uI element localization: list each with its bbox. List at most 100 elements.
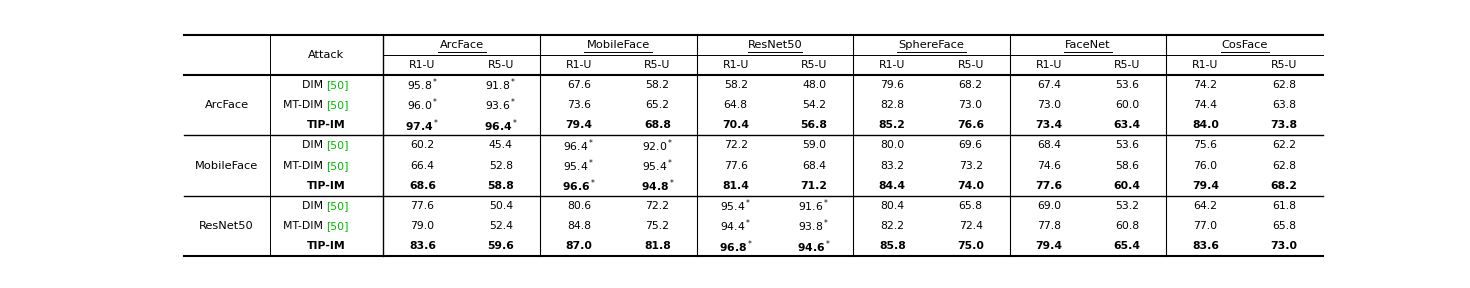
Text: 95.4$^*$: 95.4$^*$ — [642, 157, 673, 174]
Text: ResNet50: ResNet50 — [200, 221, 254, 231]
Text: 62.8: 62.8 — [1272, 80, 1297, 90]
Text: 45.4: 45.4 — [488, 141, 513, 150]
Text: 50.4: 50.4 — [488, 201, 513, 211]
Text: 60.8: 60.8 — [1116, 221, 1139, 231]
Text: R1-U: R1-U — [879, 60, 906, 70]
Text: 77.6: 77.6 — [1035, 181, 1063, 191]
Text: Attack: Attack — [309, 50, 344, 60]
Text: ArcFace: ArcFace — [440, 40, 484, 50]
Text: 93.6$^*$: 93.6$^*$ — [485, 97, 516, 113]
Text: 61.8: 61.8 — [1272, 201, 1297, 211]
Text: MT-DIM: MT-DIM — [282, 100, 326, 110]
Text: 65.2: 65.2 — [645, 100, 669, 110]
Text: 77.6: 77.6 — [723, 161, 748, 170]
Text: 94.6$^*$: 94.6$^*$ — [797, 238, 831, 255]
Text: R1-U: R1-U — [409, 60, 435, 70]
Text: 96.4$^*$: 96.4$^*$ — [484, 117, 517, 134]
Text: 58.2: 58.2 — [645, 80, 669, 90]
Text: MT-DIM: MT-DIM — [282, 161, 326, 170]
Text: R1-U: R1-U — [1192, 60, 1219, 70]
Text: 68.4: 68.4 — [803, 161, 826, 170]
Text: 77.0: 77.0 — [1194, 221, 1217, 231]
Text: 96.0$^*$: 96.0$^*$ — [407, 97, 438, 113]
Text: MobileFace: MobileFace — [587, 40, 650, 50]
Text: 52.4: 52.4 — [488, 221, 513, 231]
Text: 65.8: 65.8 — [1272, 221, 1297, 231]
Text: 69.0: 69.0 — [1036, 201, 1061, 211]
Text: 95.8$^*$: 95.8$^*$ — [407, 77, 438, 93]
Text: 74.2: 74.2 — [1194, 80, 1217, 90]
Text: [50]: [50] — [326, 161, 348, 170]
Text: 74.6: 74.6 — [1036, 161, 1061, 170]
Text: 72.2: 72.2 — [645, 201, 669, 211]
Text: 66.4: 66.4 — [410, 161, 435, 170]
Text: 73.0: 73.0 — [1270, 241, 1298, 251]
Text: 64.8: 64.8 — [723, 100, 748, 110]
Text: ResNet50: ResNet50 — [747, 40, 803, 50]
Text: 59.0: 59.0 — [803, 141, 826, 150]
Text: 74.4: 74.4 — [1194, 100, 1217, 110]
Text: DIM: DIM — [301, 141, 326, 150]
Text: 79.0: 79.0 — [410, 221, 435, 231]
Text: 96.4$^*$: 96.4$^*$ — [563, 137, 595, 154]
Text: CosFace: CosFace — [1222, 40, 1269, 50]
Text: SphereFace: SphereFace — [898, 40, 964, 50]
Text: 56.8: 56.8 — [801, 120, 828, 130]
Text: R5-U: R5-U — [1270, 60, 1297, 70]
Text: 84.0: 84.0 — [1192, 120, 1219, 130]
Text: 83.6: 83.6 — [409, 241, 437, 251]
Text: TIP-IM: TIP-IM — [307, 120, 345, 130]
Text: [50]: [50] — [326, 201, 348, 211]
Text: R1-U: R1-U — [1036, 60, 1063, 70]
Text: 69.6: 69.6 — [958, 141, 982, 150]
Text: 58.2: 58.2 — [723, 80, 748, 90]
Text: 84.4: 84.4 — [879, 181, 906, 191]
Text: [50]: [50] — [326, 141, 348, 150]
Text: 94.4$^*$: 94.4$^*$ — [720, 218, 751, 234]
Text: 73.6: 73.6 — [567, 100, 591, 110]
Text: 73.0: 73.0 — [1036, 100, 1061, 110]
Text: 76.0: 76.0 — [1194, 161, 1217, 170]
Text: 80.4: 80.4 — [881, 201, 904, 211]
Text: [50]: [50] — [326, 221, 348, 231]
Text: 83.6: 83.6 — [1192, 241, 1219, 251]
Text: 97.4$^*$: 97.4$^*$ — [406, 117, 440, 134]
Text: 68.8: 68.8 — [644, 120, 670, 130]
Text: 70.4: 70.4 — [722, 120, 750, 130]
Text: 83.2: 83.2 — [881, 161, 904, 170]
Text: MobileFace: MobileFace — [196, 161, 259, 170]
Text: 58.6: 58.6 — [1116, 161, 1139, 170]
Text: R5-U: R5-U — [801, 60, 828, 70]
Text: R5-U: R5-U — [488, 60, 514, 70]
Text: R5-U: R5-U — [644, 60, 670, 70]
Text: 53.2: 53.2 — [1116, 201, 1139, 211]
Text: ArcFace: ArcFace — [204, 100, 248, 110]
Text: 54.2: 54.2 — [803, 100, 826, 110]
Text: 82.2: 82.2 — [881, 221, 904, 231]
Text: 62.8: 62.8 — [1272, 161, 1297, 170]
Text: 65.8: 65.8 — [958, 201, 982, 211]
Text: 48.0: 48.0 — [803, 80, 826, 90]
Text: 85.8: 85.8 — [879, 241, 906, 251]
Text: 71.2: 71.2 — [801, 181, 828, 191]
Text: 76.6: 76.6 — [957, 120, 985, 130]
Text: R1-U: R1-U — [723, 60, 748, 70]
Text: R5-U: R5-U — [1114, 60, 1141, 70]
Text: 81.8: 81.8 — [644, 241, 670, 251]
Text: 68.2: 68.2 — [1270, 181, 1298, 191]
Text: [50]: [50] — [326, 80, 348, 90]
Text: 75.2: 75.2 — [645, 221, 669, 231]
Text: 91.8$^*$: 91.8$^*$ — [485, 77, 516, 93]
Text: 75.0: 75.0 — [957, 241, 983, 251]
Text: 73.4: 73.4 — [1035, 120, 1063, 130]
Text: 85.2: 85.2 — [879, 120, 906, 130]
Text: 84.8: 84.8 — [567, 221, 591, 231]
Text: 60.0: 60.0 — [1116, 100, 1139, 110]
Text: 73.2: 73.2 — [958, 161, 982, 170]
Text: 82.8: 82.8 — [881, 100, 904, 110]
Text: 59.6: 59.6 — [488, 241, 514, 251]
Text: 79.4: 79.4 — [1192, 181, 1219, 191]
Text: 68.6: 68.6 — [409, 181, 437, 191]
Text: 53.6: 53.6 — [1116, 80, 1139, 90]
Text: 63.4: 63.4 — [1114, 120, 1141, 130]
